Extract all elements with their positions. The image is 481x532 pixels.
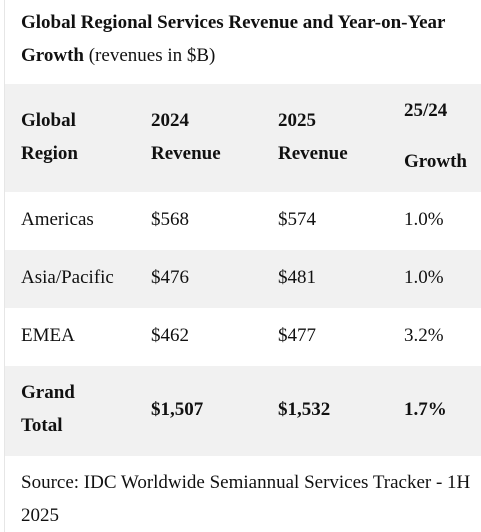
table-title: Global Regional Services Revenue and Yea… xyxy=(21,6,476,72)
header-2024-line1: 2024 xyxy=(151,110,189,131)
row-2024-revenue: $476 xyxy=(151,267,189,288)
header-region-line2: Region xyxy=(21,143,78,164)
row-region: Asia/Pacific xyxy=(21,267,114,288)
row-2025-revenue: $477 xyxy=(278,325,316,346)
table-row: Americas $568 $574 1.0% xyxy=(5,192,481,250)
row-region: EMEA xyxy=(21,325,75,346)
table-title-units: (revenues in $B) xyxy=(83,45,216,66)
header-2025-line2: Revenue xyxy=(278,143,348,164)
total-growth: 1.7% xyxy=(404,399,447,420)
header-growth-line2: Growth xyxy=(404,151,467,172)
source-note: Source: IDC Worldwide Semiannual Service… xyxy=(21,472,471,526)
total-label-line2: Total xyxy=(21,415,63,436)
row-growth: 3.2% xyxy=(404,325,444,346)
row-2025-revenue: $481 xyxy=(278,267,316,288)
row-2024-revenue: $568 xyxy=(151,209,189,230)
total-row: Grand Total $1,507 $1,532 1.7% xyxy=(5,366,481,456)
row-region: Americas xyxy=(21,209,94,230)
row-2025-revenue: $574 xyxy=(278,209,316,230)
row-growth: 1.0% xyxy=(404,209,444,230)
header-region-line1: Global xyxy=(21,110,76,131)
row-2024-revenue: $462 xyxy=(151,325,189,346)
row-growth: 1.0% xyxy=(404,267,444,288)
table-row: Asia/Pacific $476 $481 1.0% xyxy=(5,250,481,308)
total-label-line1: Grand xyxy=(21,382,75,403)
total-2024-revenue: $1,507 xyxy=(151,399,204,420)
header-2024-line2: Revenue xyxy=(151,143,221,164)
table-title-bold: Global Regional Services Revenue and Yea… xyxy=(21,12,446,66)
table-row: EMEA $462 $477 3.2% xyxy=(5,308,481,366)
table-container: Global Regional Services Revenue and Yea… xyxy=(4,0,481,532)
total-2025-revenue: $1,532 xyxy=(278,399,331,420)
header-2025-line1: 2025 xyxy=(278,110,316,131)
header-growth-line1: 25/24 xyxy=(404,100,448,121)
header-row: Global Region 2024 Revenue 2025 Revenue … xyxy=(5,84,481,192)
